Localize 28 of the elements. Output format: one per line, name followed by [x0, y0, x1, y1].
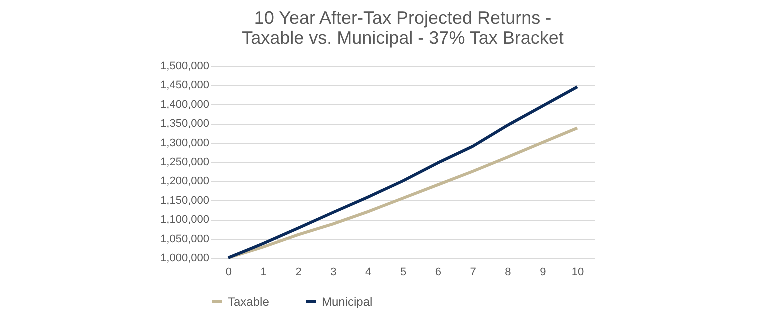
y-tick-label: 1,350,000 [160, 118, 210, 130]
line-series [226, 86, 580, 260]
y-tick-label: 1,150,000 [160, 194, 210, 207]
y-tick-label: 1,300,000 [160, 137, 210, 150]
x-tick-label: 1 [260, 266, 267, 278]
x-tick-label: 0 [226, 266, 232, 278]
x-tick-label: 10 [572, 266, 584, 278]
y-tick-label: 1,000,000 [160, 252, 210, 264]
x-tick-label: 3 [330, 266, 337, 278]
text: Taxable vs. Municipal - 37% Tax Bracket [242, 28, 564, 48]
x-tick-label: 9 [540, 266, 546, 278]
legend-label: Taxable [228, 294, 270, 309]
y-tick-label: 1,400,000 [160, 98, 210, 111]
line-series [226, 126, 580, 260]
y-tick-label: 1,450,000 [160, 80, 210, 92]
text: 10 Year After-Tax Projected Returns - [254, 8, 552, 28]
y-tick-label: 1,050,000 [160, 233, 210, 246]
x-tick-label: 7 [470, 266, 476, 278]
y-tick-label: 1,200,000 [160, 176, 210, 188]
x-tick-label: 5 [400, 266, 407, 278]
legend-label: Municipal [322, 294, 373, 309]
x-tick-label: 4 [366, 266, 372, 278]
x-tick-label: 2 [296, 266, 302, 278]
y-tick-label: 1,100,000 [160, 214, 210, 226]
y-tick-label: 1,500,000 [160, 60, 210, 72]
x-tick-label: 6 [435, 266, 442, 278]
y-tick-label: 1,250,000 [160, 156, 210, 168]
x-tick-label: 8 [505, 266, 512, 278]
